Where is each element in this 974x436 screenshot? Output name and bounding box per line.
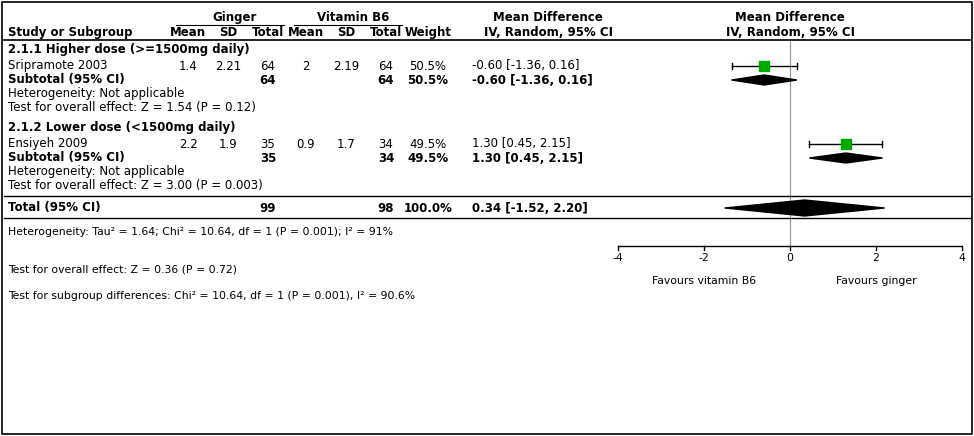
Text: 2: 2 [873, 253, 880, 263]
Text: 2.2: 2.2 [178, 137, 198, 150]
Text: 98: 98 [378, 201, 394, 215]
Text: Total: Total [370, 27, 402, 40]
Text: Study or Subgroup: Study or Subgroup [8, 27, 132, 40]
Text: 2: 2 [302, 59, 310, 72]
Polygon shape [809, 153, 882, 163]
Text: Test for subgroup differences: Chi² = 10.64, df = 1 (P = 0.001), I² = 90.6%: Test for subgroup differences: Chi² = 10… [8, 291, 415, 301]
Text: 50.5%: 50.5% [407, 74, 448, 86]
Text: -0.60 [-1.36, 0.16]: -0.60 [-1.36, 0.16] [472, 59, 580, 72]
Text: 1.4: 1.4 [178, 59, 198, 72]
Text: 0.9: 0.9 [297, 137, 316, 150]
Text: 99: 99 [260, 201, 277, 215]
Text: Favours ginger: Favours ginger [836, 276, 917, 286]
Text: 4: 4 [958, 253, 965, 263]
Text: Test for overall effect: Z = 0.36 (P = 0.72): Test for overall effect: Z = 0.36 (P = 0… [8, 265, 237, 275]
Text: 0.34 [-1.52, 2.20]: 0.34 [-1.52, 2.20] [472, 201, 587, 215]
Text: 2.19: 2.19 [333, 59, 359, 72]
Text: 1.30 [0.45, 2.15]: 1.30 [0.45, 2.15] [472, 137, 571, 150]
Polygon shape [725, 200, 884, 216]
Text: Sripramote 2003: Sripramote 2003 [8, 59, 107, 72]
Text: Total: Total [252, 27, 284, 40]
Text: 35: 35 [261, 137, 276, 150]
Bar [841, 139, 851, 149]
Text: Heterogeneity: Not applicable: Heterogeneity: Not applicable [8, 166, 184, 178]
Text: 2.1.1 Higher dose (>=1500mg daily): 2.1.1 Higher dose (>=1500mg daily) [8, 44, 249, 57]
Text: Weight: Weight [404, 27, 452, 40]
Text: Subtotal (95% CI): Subtotal (95% CI) [8, 74, 125, 86]
Text: 1.9: 1.9 [218, 137, 238, 150]
Text: 0: 0 [786, 253, 794, 263]
Text: Total (95% CI): Total (95% CI) [8, 201, 100, 215]
Text: -0.60 [-1.36, 0.16]: -0.60 [-1.36, 0.16] [472, 74, 593, 86]
Text: 100.0%: 100.0% [403, 201, 453, 215]
Text: 64: 64 [379, 59, 393, 72]
Text: Favours vitamin B6: Favours vitamin B6 [652, 276, 756, 286]
Text: Test for overall effect: Z = 3.00 (P = 0.003): Test for overall effect: Z = 3.00 (P = 0… [8, 180, 263, 193]
Text: SD: SD [219, 27, 237, 40]
Text: 64: 64 [260, 74, 277, 86]
Text: 2.21: 2.21 [215, 59, 242, 72]
Text: Subtotal (95% CI): Subtotal (95% CI) [8, 151, 125, 164]
Text: Mean Difference: Mean Difference [493, 11, 603, 24]
Text: IV, Random, 95% CI: IV, Random, 95% CI [726, 27, 854, 40]
Text: 64: 64 [260, 59, 276, 72]
Bar [759, 61, 769, 71]
Text: 34: 34 [378, 151, 394, 164]
Text: 2.1.2 Lower dose (<1500mg daily): 2.1.2 Lower dose (<1500mg daily) [8, 122, 236, 134]
Text: -4: -4 [613, 253, 623, 263]
Text: 34: 34 [379, 137, 393, 150]
Polygon shape [731, 75, 797, 85]
Text: 1.30 [0.45, 2.15]: 1.30 [0.45, 2.15] [472, 151, 583, 164]
Text: -2: -2 [698, 253, 709, 263]
Text: Mean: Mean [169, 27, 206, 40]
Text: 49.5%: 49.5% [409, 137, 447, 150]
Text: 35: 35 [260, 151, 277, 164]
Text: Mean: Mean [288, 27, 324, 40]
Text: Vitamin B6: Vitamin B6 [317, 11, 390, 24]
Text: 64: 64 [378, 74, 394, 86]
Text: SD: SD [337, 27, 356, 40]
Text: 50.5%: 50.5% [409, 59, 446, 72]
Text: Heterogeneity: Tau² = 1.64; Chi² = 10.64, df = 1 (P = 0.001); I² = 91%: Heterogeneity: Tau² = 1.64; Chi² = 10.64… [8, 227, 393, 237]
Text: 1.7: 1.7 [337, 137, 356, 150]
Text: IV, Random, 95% CI: IV, Random, 95% CI [483, 27, 613, 40]
Text: Mean Difference: Mean Difference [735, 11, 844, 24]
Text: Test for overall effect: Z = 1.54 (P = 0.12): Test for overall effect: Z = 1.54 (P = 0… [8, 102, 256, 115]
Text: Heterogeneity: Not applicable: Heterogeneity: Not applicable [8, 88, 184, 101]
Text: 49.5%: 49.5% [407, 151, 449, 164]
Text: Ginger: Ginger [212, 11, 257, 24]
Text: Ensiyeh 2009: Ensiyeh 2009 [8, 137, 88, 150]
